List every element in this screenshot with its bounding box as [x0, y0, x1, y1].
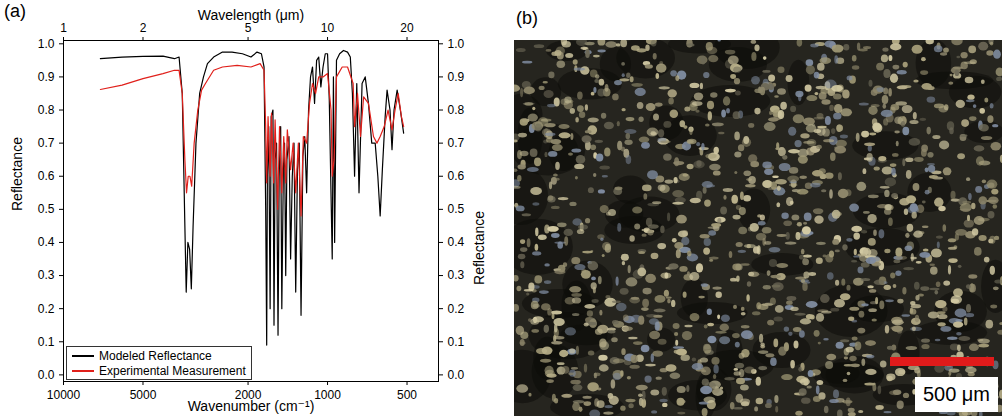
svg-text:Reflectance: Reflectance: [9, 137, 25, 211]
svg-text:0.3: 0.3: [448, 268, 465, 282]
svg-text:0.4: 0.4: [38, 235, 55, 249]
svg-text:0.5: 0.5: [38, 202, 55, 216]
svg-text:1.0: 1.0: [448, 37, 465, 51]
svg-text:10000: 10000: [47, 388, 81, 402]
html-text:Modeled Reflectance: Modeled Reflectance: [99, 348, 212, 363]
svg-text:0.8: 0.8: [448, 103, 465, 117]
svg-text:0.7: 0.7: [38, 136, 55, 150]
svg-text:1: 1: [60, 21, 67, 35]
svg-text:0.1: 0.1: [448, 335, 465, 349]
svg-text:0.6: 0.6: [448, 169, 465, 183]
svg-text:0.7: 0.7: [448, 136, 465, 150]
svg-text:0.9: 0.9: [38, 70, 55, 84]
svg-text:0.0: 0.0: [38, 368, 55, 382]
html-text:Experimental Measurement: Experimental Measurement: [99, 363, 246, 378]
svg-text:0.6: 0.6: [38, 169, 55, 183]
svg-text:0.1: 0.1: [38, 335, 55, 349]
html-text:(a): (a): [4, 1, 26, 21]
svg-text:0.2: 0.2: [38, 302, 55, 316]
svg-text:1.0: 1.0: [38, 37, 55, 51]
svg-text:0.4: 0.4: [448, 235, 465, 249]
svg-text:Reflectance: Reflectance: [471, 211, 487, 285]
svg-text:0.3: 0.3: [38, 268, 55, 282]
svg-text:Wavenumber (cm⁻¹): Wavenumber (cm⁻¹): [188, 398, 315, 414]
svg-text:0.2: 0.2: [448, 302, 465, 316]
svg-text:Wavelength (μm): Wavelength (μm): [198, 7, 304, 23]
svg-text:0.0: 0.0: [448, 368, 465, 382]
svg-text:5000: 5000: [130, 388, 157, 402]
svg-text:0.8: 0.8: [38, 103, 55, 117]
svg-text:5: 5: [244, 20, 252, 35]
svg-text:2: 2: [140, 21, 147, 35]
svg-text:20: 20: [400, 21, 414, 35]
svg-text:10: 10: [321, 21, 335, 35]
html-text:500 μm: 500 μm: [922, 383, 990, 405]
svg-text:0.9: 0.9: [448, 70, 465, 84]
svg-text:0.5: 0.5: [448, 202, 465, 216]
svg-text:2000: 2000: [234, 388, 262, 402]
svg-text:500: 500: [397, 388, 417, 402]
svg-text:1000: 1000: [314, 388, 341, 402]
html-text:(b): (b): [516, 8, 538, 28]
